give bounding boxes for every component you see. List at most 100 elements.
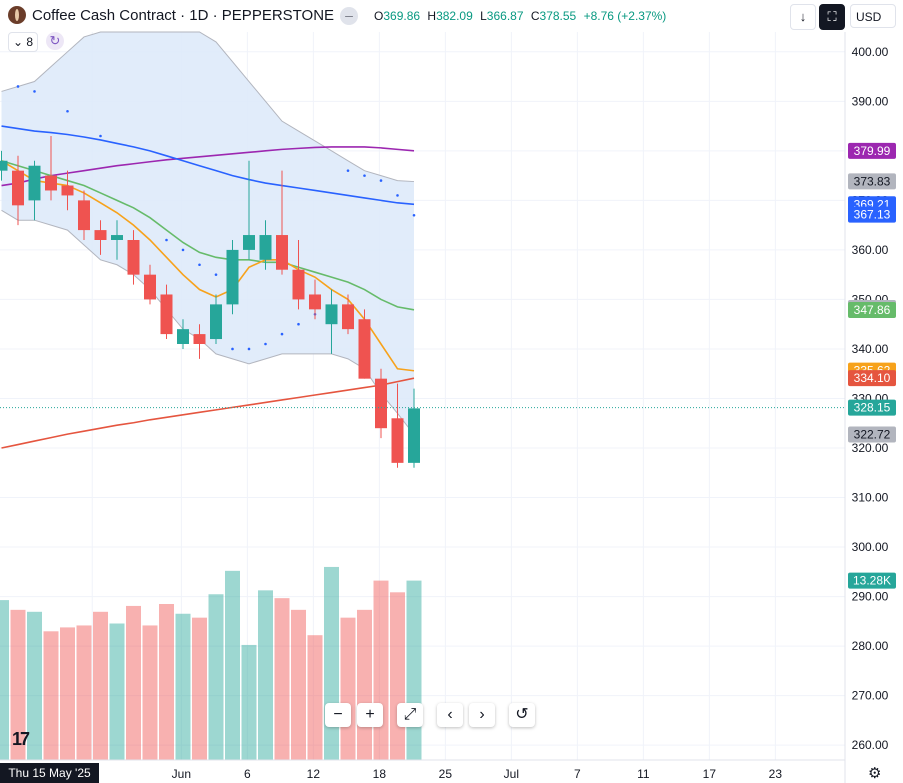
volume-bars	[0, 566, 422, 760]
volume-bar	[43, 631, 59, 760]
scroll-right-button[interactable]: ›	[469, 703, 495, 727]
price-label: 373.83	[854, 174, 891, 188]
volume-bar	[76, 625, 92, 760]
ema-slow-line	[1, 125, 415, 206]
psar-dot	[231, 347, 234, 351]
expand-button[interactable]: ⤢	[397, 703, 423, 727]
price-label-box	[848, 370, 896, 387]
psar-dot	[214, 273, 218, 276]
y-tick-label: 290.00	[852, 590, 889, 604]
volume-label-box	[848, 572, 896, 589]
candle-body	[193, 334, 206, 344]
zoom-in-button[interactable]: +	[357, 703, 383, 727]
candle	[160, 284, 173, 340]
volume-bar	[324, 566, 339, 760]
y-tick-label: 270.00	[852, 689, 889, 703]
psar-dot	[280, 332, 284, 336]
psar-dot	[264, 342, 267, 346]
psar-dots	[16, 85, 416, 351]
y-tick-label: 260.00	[852, 738, 889, 752]
candle-body	[276, 235, 288, 270]
y-tick-label: 340.00	[852, 342, 889, 356]
volume-label: 13.28K	[853, 574, 891, 588]
volume-bar	[0, 600, 9, 760]
candle-body	[45, 175, 57, 191]
open-value: 369.86	[383, 9, 421, 23]
indicator-toggle[interactable]: ⌄ 8	[8, 32, 39, 52]
price-label: 334.10	[854, 371, 891, 385]
tradingview-logo-icon[interactable]: 17	[12, 729, 30, 749]
low-label: L	[480, 9, 487, 23]
x-tick-label: Jun	[172, 767, 191, 781]
volume-bar	[340, 617, 356, 760]
x-tick-label: 11	[637, 767, 650, 781]
psar-dot	[346, 169, 350, 172]
x-tick-label: 7	[574, 767, 581, 781]
psar-dot	[412, 213, 416, 217]
volume-bar	[406, 580, 422, 760]
candle-body	[127, 240, 140, 275]
symbol-title[interactable]: Coffee Cash Contract · 1D · PEPPERSTONE	[32, 7, 335, 24]
volume-bar	[93, 611, 108, 760]
volume-bar	[175, 613, 191, 760]
candle-body	[226, 249, 239, 305]
candle-body	[259, 235, 272, 260]
volume-bar	[126, 605, 141, 760]
candle	[0, 150, 8, 181]
volume-bar	[159, 604, 174, 760]
candle-body	[243, 235, 255, 250]
price-label: 322.72	[854, 428, 891, 442]
fullscreen-icon[interactable]: ⛶	[819, 4, 845, 30]
x-tick-label: 12	[307, 767, 321, 781]
price-label-box	[848, 426, 896, 443]
gear-icon[interactable]: ⚙	[868, 765, 882, 782]
chart-header: Coffee Cash Contract · 1D · PEPPERSTONE …	[0, 0, 903, 32]
volume-bar	[373, 580, 389, 760]
psar-dot	[396, 194, 399, 197]
candle	[94, 220, 107, 255]
price-label-box	[848, 142, 896, 159]
volume-bar	[307, 635, 323, 760]
candle-body	[94, 230, 107, 240]
candle	[12, 155, 24, 226]
psar-dot	[66, 109, 69, 113]
candle	[45, 136, 57, 201]
x-tick-label: 23	[769, 767, 783, 781]
candle	[259, 220, 272, 270]
y-tick-label: 310.00	[852, 491, 889, 505]
candle-body	[210, 304, 222, 340]
volume-bar	[192, 617, 207, 760]
change-value: +8.76 (+2.37%)	[583, 9, 667, 23]
price-label-box	[848, 302, 896, 319]
minus-icon[interactable]: –	[340, 7, 358, 25]
candle	[375, 368, 387, 439]
zoom-out-button[interactable]: −	[325, 703, 351, 727]
candle	[391, 383, 404, 468]
candle	[243, 160, 255, 260]
chevron-down-icon: ⌄	[13, 35, 24, 49]
candle-body	[61, 185, 74, 196]
volume-bar	[142, 625, 158, 760]
volume-bar	[60, 627, 75, 760]
volume-bar	[225, 570, 240, 760]
x-tick-label: 18	[373, 767, 387, 781]
candle	[193, 324, 206, 359]
candle	[325, 289, 338, 354]
currency-select[interactable]: USD	[850, 4, 896, 28]
band-fill	[1, 32, 414, 435]
candle-body	[391, 418, 404, 463]
ma-red-line	[1, 377, 415, 449]
ema-mid-line	[1, 159, 415, 311]
scroll-left-button[interactable]: ‹	[437, 703, 463, 727]
candle-body	[309, 294, 321, 310]
candle	[111, 220, 123, 260]
sync-icon[interactable]: ↻	[46, 32, 64, 50]
x-tick-label: Jul	[504, 767, 519, 781]
candle-body	[325, 304, 338, 325]
price-label: 367.13	[854, 208, 891, 222]
candle-body	[144, 274, 156, 300]
arrow-down-icon[interactable]: ↓	[790, 4, 816, 30]
reset-button[interactable]: ↺	[509, 703, 535, 727]
candle-body	[358, 319, 371, 379]
